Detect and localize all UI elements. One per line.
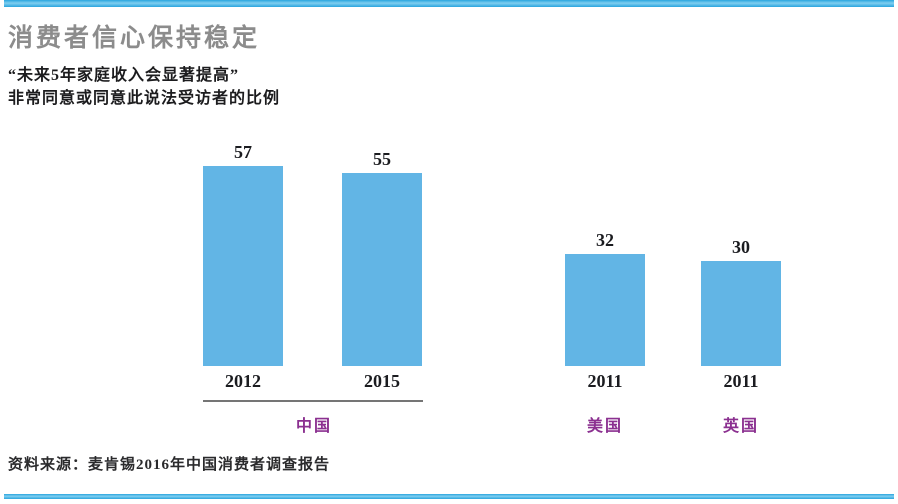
bar-value-label: 55 [373,149,391,169]
bar-group-usa-2011: 32 [565,230,645,366]
bar-value-label: 57 [234,142,252,162]
china-group-underline [203,400,423,402]
bar-group-china-2015: 55 [342,149,422,366]
year-label-2011-usa: 2011 [587,371,623,391]
bar-group-china-2012: 57 [203,142,283,366]
subtitle-quote-line: “未来5年家庭收入会显著提高” [8,67,240,84]
source-note: 资料来源：麦肯锡2016年中国消费者调查报告 [8,457,331,473]
subtitle-description-line: 非常同意或同意此说法受访者的比例 [8,90,281,107]
bottom-divider-rule [4,494,894,499]
group-label-china: 中国 [295,418,332,435]
group-label-usa: 美国 [586,418,623,435]
year-label-2011-uk: 2011 [723,371,759,391]
bar-uk-2011 [701,260,781,366]
year-label-2012: 2012 [225,371,261,391]
bar-usa-2011 [565,253,645,366]
bar-china-2015 [342,173,422,366]
bar-value-label: 30 [732,236,750,257]
page-title: 消费者信心保持稳定 [8,25,261,52]
top-divider-rule [4,0,894,7]
group-label-uk: 英国 [722,418,759,435]
bar-group-uk-2011: 30 [701,237,781,366]
bar-value-label: 32 [596,229,614,250]
bar-china-2012 [203,166,283,366]
chart-subtitle: “未来5年家庭收入会显著提高” 非常同意或同意此说法受访者的比例 [8,64,280,110]
year-label-2015: 2015 [364,371,400,391]
